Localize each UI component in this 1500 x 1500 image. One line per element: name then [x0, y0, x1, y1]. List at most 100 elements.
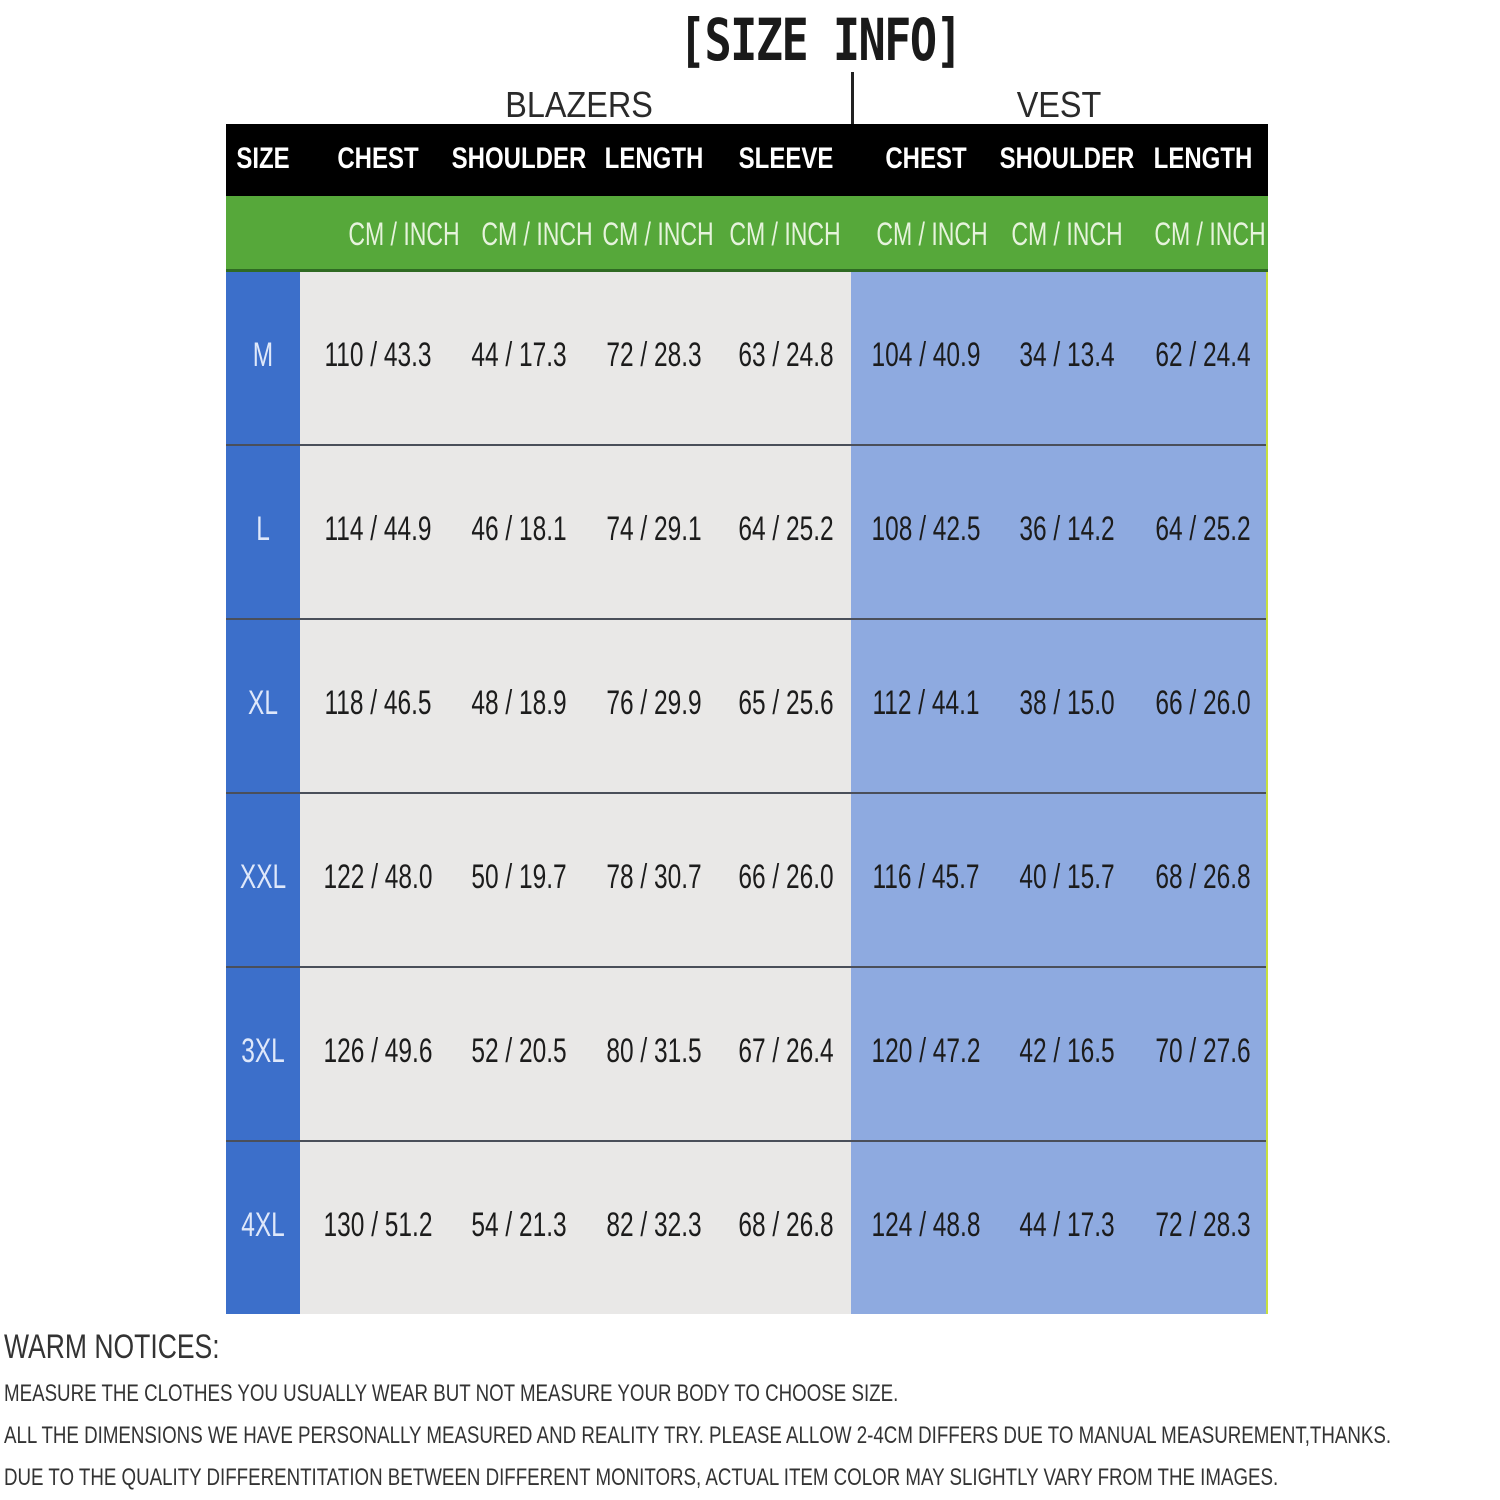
measurement-cell: 82 / 32.3 — [606, 1206, 702, 1244]
unit-label: CM / INCH — [1154, 216, 1266, 252]
group-divider — [851, 72, 854, 124]
unit-label: CM / INCH — [876, 216, 988, 252]
measurement-cell: 66 / 26.0 — [738, 858, 834, 896]
column-header: SIZE — [236, 142, 290, 175]
measurement-cell: 70 / 27.6 — [1155, 1032, 1251, 1070]
measurement-cell: 50 / 19.7 — [471, 858, 567, 896]
page-title: [SIZE INFO] — [678, 6, 963, 74]
size-label: L — [256, 510, 270, 548]
measurement-cell: 126 / 49.6 — [323, 1032, 433, 1070]
unit-label: CM / INCH — [602, 216, 714, 252]
blazers-cells — [300, 794, 851, 968]
measurement-cell: 38 / 15.0 — [1019, 684, 1115, 722]
table-row: L 114 / 44.9 46 / 18.1 74 / 29.1 64 / 25.2 10… — [226, 446, 1268, 620]
measurement-cell: 52 / 20.5 — [471, 1032, 567, 1070]
size-cell — [226, 272, 300, 446]
row-separator — [226, 792, 1268, 794]
group-label-blazers: BLAZERS — [505, 84, 653, 125]
size-cell — [226, 620, 300, 794]
measurement-cell: 40 / 15.7 — [1019, 858, 1115, 896]
measurement-cell: 36 / 14.2 — [1019, 510, 1115, 548]
measurement-cell: 118 / 46.5 — [324, 684, 432, 722]
column-header: LENGTH — [604, 142, 704, 175]
row-separator — [226, 966, 1268, 968]
measurement-cell: 42 / 16.5 — [1019, 1032, 1115, 1070]
measurement-cell: 104 / 40.9 — [871, 336, 981, 374]
size-cell — [226, 1142, 300, 1314]
measurement-cell: 68 / 26.8 — [1155, 858, 1251, 896]
vest-cells — [851, 446, 1268, 620]
column-header: SHOULDER — [451, 142, 587, 175]
measurement-cell: 62 / 24.4 — [1155, 336, 1251, 374]
notice-line: ALL THE DIMENSIONS WE HAVE PERSONALLY ME… — [4, 1422, 1392, 1449]
measurement-cell: 108 / 42.5 — [871, 510, 981, 548]
units-row: CM / INCH CM / INCH CM / INCH CM / INCH CM /… — [226, 196, 1268, 272]
unit-label: CM / INCH — [348, 216, 460, 252]
column-header: SLEEVE — [738, 142, 834, 175]
measurement-cell: 116 / 45.7 — [872, 858, 980, 896]
measurement-cell: 74 / 29.1 — [606, 510, 702, 548]
measurement-cell: 120 / 47.2 — [871, 1032, 981, 1070]
measurement-cell: 112 / 44.1 — [872, 684, 980, 722]
size-table: SIZE CHEST SHOULDER LENGTH SLEEVE CHEST SHOULD… — [226, 124, 1268, 1314]
size-cell — [226, 446, 300, 620]
vest-cells — [851, 968, 1268, 1142]
size-cell — [226, 794, 300, 968]
unit-label: CM / INCH — [729, 216, 841, 252]
table-row: 3XL 126 / 49.6 52 / 20.5 80 / 31.5 67 / 26.4… — [226, 968, 1268, 1142]
group-label-vest: VEST — [1016, 84, 1102, 125]
row-separator — [226, 444, 1268, 446]
measurement-cell: 54 / 21.3 — [471, 1206, 567, 1244]
notice-line: DUE TO THE QUALITY DIFFERENTITATION BETW… — [4, 1464, 1279, 1491]
measurement-cell: 48 / 18.9 — [471, 684, 567, 722]
table-edge — [1266, 272, 1268, 1314]
column-header: CHEST — [885, 142, 967, 175]
table-row: XXL 122 / 48.0 50 / 19.7 78 / 30.7 66 / 26.0… — [226, 794, 1268, 968]
measurement-cell: 110 / 43.3 — [324, 336, 432, 374]
size-label: XXL — [239, 858, 287, 896]
vest-cells — [851, 272, 1268, 446]
measurement-cell: 68 / 26.8 — [738, 1206, 834, 1244]
measurement-cell: 46 / 18.1 — [471, 510, 567, 548]
vest-cells — [851, 1142, 1268, 1314]
size-label: M — [252, 336, 274, 374]
blazers-cells — [300, 620, 851, 794]
column-header: LENGTH — [1153, 142, 1253, 175]
measurement-cell: 34 / 13.4 — [1019, 336, 1115, 374]
measurement-cell: 72 / 28.3 — [606, 336, 702, 374]
blazers-cells — [300, 968, 851, 1142]
size-label: 4XL — [241, 1206, 285, 1244]
row-separator — [226, 1140, 1268, 1142]
table-row: 4XL 130 / 51.2 54 / 21.3 82 / 32.3 68 / 26.8… — [226, 1142, 1268, 1314]
column-header: SHOULDER — [999, 142, 1135, 175]
measurement-cell: 122 / 48.0 — [323, 858, 433, 896]
measurement-cell: 76 / 29.9 — [606, 684, 702, 722]
column-header: CHEST — [337, 142, 419, 175]
measurement-cell: 124 / 48.8 — [871, 1206, 981, 1244]
blazers-cells — [300, 1142, 851, 1314]
unit-label: CM / INCH — [481, 216, 593, 252]
measurement-cell: 44 / 17.3 — [471, 336, 567, 374]
size-label: XL — [248, 684, 278, 722]
measurement-cell: 64 / 25.2 — [1155, 510, 1251, 548]
unit-label: CM / INCH — [1011, 216, 1123, 252]
size-cell — [226, 968, 300, 1142]
size-label: 3XL — [241, 1032, 285, 1070]
notices-title: WARM NOTICES: — [4, 1328, 220, 1366]
measurement-cell: 130 / 51.2 — [323, 1206, 433, 1244]
measurement-cell: 65 / 25.6 — [738, 684, 834, 722]
measurement-cell: 78 / 30.7 — [606, 858, 702, 896]
measurement-cell: 66 / 26.0 — [1155, 684, 1251, 722]
measurement-cell: 44 / 17.3 — [1019, 1206, 1115, 1244]
measurement-cell: 80 / 31.5 — [606, 1032, 702, 1070]
vest-cells — [851, 620, 1268, 794]
measurement-cell: 63 / 24.8 — [738, 336, 834, 374]
row-separator — [226, 618, 1268, 620]
blazers-cells — [300, 272, 851, 446]
blazers-cells — [300, 446, 851, 620]
table-row: M 110 / 43.3 44 / 17.3 72 / 28.3 63 / 24.8 10… — [226, 272, 1268, 446]
measurement-cell: 64 / 25.2 — [738, 510, 834, 548]
measurement-cell: 114 / 44.9 — [324, 510, 432, 548]
vest-cells — [851, 794, 1268, 968]
notice-line: MEASURE THE CLOTHES YOU USUALLY WEAR BUT… — [4, 1380, 899, 1407]
